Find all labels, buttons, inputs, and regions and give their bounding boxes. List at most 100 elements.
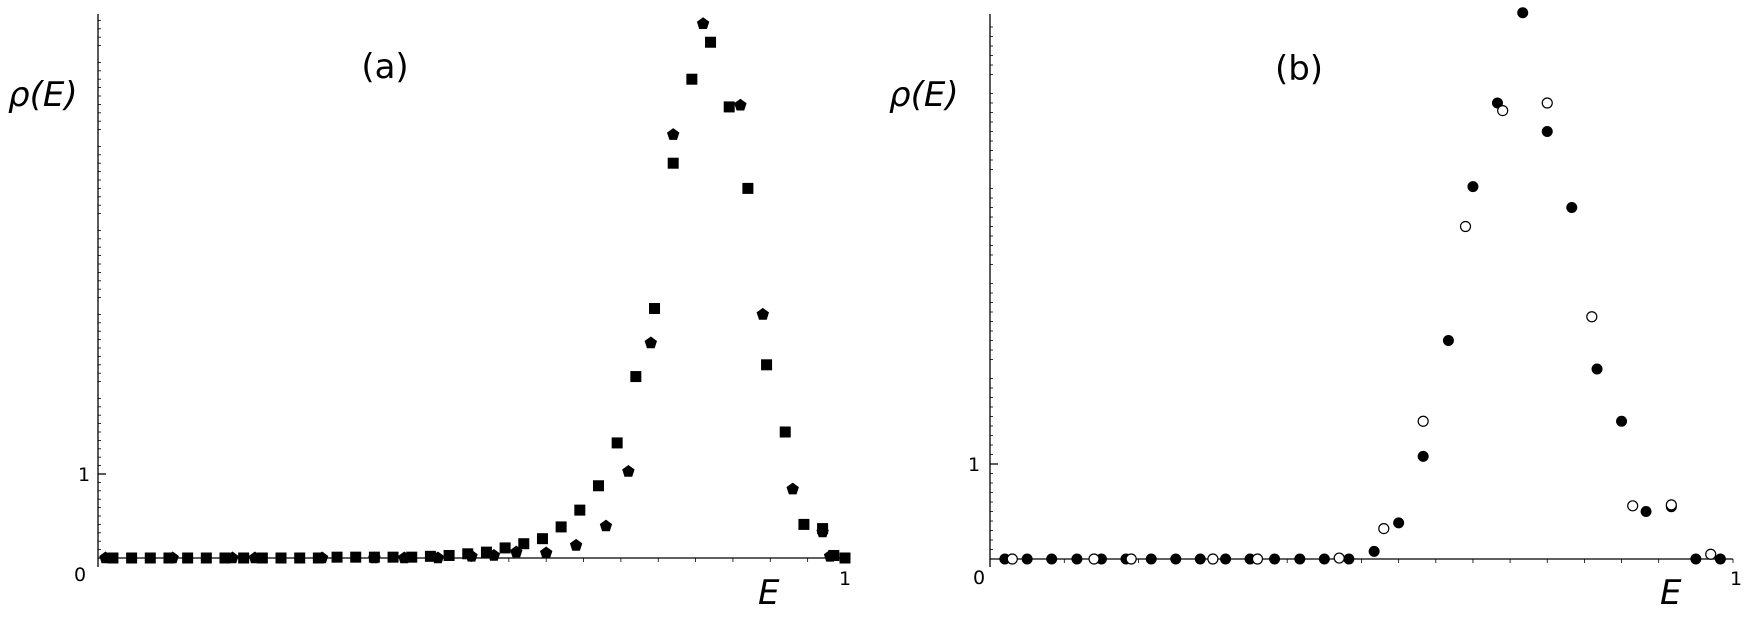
data-point-a-s2-2 <box>166 551 179 564</box>
data-point-b-s1-26 <box>1616 415 1628 427</box>
data-point-a-s1-9 <box>256 552 268 564</box>
data-point-a-s2-4 <box>248 551 262 564</box>
data-points-a <box>99 17 851 564</box>
data-point-a-s2-5 <box>315 551 329 564</box>
data-point-a-s1-41 <box>839 552 851 564</box>
data-point-a-s1-36 <box>761 359 773 371</box>
data-point-b-s2-15 <box>1705 548 1717 560</box>
x-tick-label-1-b: 1 <box>1730 568 1742 590</box>
data-point-a-s1-6 <box>200 552 212 564</box>
data-point-a-s2-23 <box>823 549 837 562</box>
data-point-a-s1-5 <box>182 552 194 564</box>
data-point-b-s2-5 <box>1251 553 1264 565</box>
data-point-a-s1-18 <box>424 550 436 562</box>
data-point-a-s1-35 <box>742 182 754 194</box>
data-point-b-s1-30 <box>1714 553 1726 565</box>
data-point-a-s1-19 <box>443 549 455 561</box>
data-point-a-s1-16 <box>387 551 399 563</box>
data-point-a-s1-30 <box>649 303 661 315</box>
data-point-a-s1-3 <box>144 552 156 564</box>
data-point-a-s1-1 <box>107 552 119 564</box>
data-points-b <box>999 7 1726 565</box>
data-point-b-s1-13 <box>1294 553 1306 565</box>
data-point-a-s1-11 <box>294 552 306 564</box>
data-point-a-s2-22 <box>816 525 829 538</box>
data-point-a-s1-7 <box>219 552 231 564</box>
data-point-b-s1-12 <box>1269 553 1281 565</box>
data-point-b-s1-17 <box>1393 517 1405 529</box>
data-point-a-s2-9 <box>465 549 478 562</box>
y-minor-ticks-b <box>990 26 993 550</box>
data-point-a-s1-31 <box>667 157 679 169</box>
data-point-b-s1-18 <box>1417 450 1429 462</box>
data-point-a-s2-14 <box>599 519 613 532</box>
data-point-b-s1-14 <box>1318 553 1330 565</box>
data-point-a-s1-21 <box>480 546 492 558</box>
data-point-b-s2-7 <box>1378 522 1390 535</box>
x-axis-label-a: E <box>758 573 780 613</box>
data-point-a-s1-37 <box>779 426 791 438</box>
data-point-a-s1-25 <box>555 521 567 533</box>
data-point-a-s2-19 <box>734 98 747 111</box>
data-point-a-s1-2 <box>126 552 138 564</box>
data-point-b-s1-22 <box>1517 7 1529 19</box>
data-point-b-s1-16 <box>1368 545 1380 557</box>
data-point-b-s1-23 <box>1541 126 1553 137</box>
data-point-a-s1-34 <box>723 101 735 113</box>
x-tick-label-0-a: 0 <box>74 564 86 586</box>
data-point-b-s1-15 <box>1343 553 1355 565</box>
data-point-b-s2-13 <box>1627 500 1639 512</box>
panel-a: (a) ρ(E) E 0 1 1 <box>8 14 851 613</box>
data-point-a-s1-32 <box>686 73 698 85</box>
data-point-b-s1-20 <box>1467 181 1479 193</box>
data-point-b-s1-29 <box>1690 553 1702 565</box>
data-point-a-s2-21 <box>786 482 799 495</box>
data-point-b-s2-6 <box>1333 552 1345 564</box>
y-axis-label-a: ρ(E) <box>8 75 78 115</box>
data-point-a-s1-27 <box>592 480 604 492</box>
data-point-a-s2-16 <box>644 336 657 349</box>
data-point-a-s1-23 <box>518 538 530 550</box>
x-tick-label-0-b: 0 <box>973 567 985 589</box>
data-point-a-s2-17 <box>667 128 680 140</box>
data-point-b-s1-8 <box>1170 553 1182 565</box>
data-point-a-s2-3 <box>226 551 239 564</box>
x-axis-label-b: E <box>1660 573 1682 613</box>
data-point-a-s2-12 <box>540 546 553 559</box>
x-tick-label-1-a: 1 <box>839 568 851 590</box>
data-point-b-s2-9 <box>1459 220 1472 233</box>
data-point-b-s2-2 <box>1088 553 1100 565</box>
data-point-a-s1-38 <box>798 518 810 530</box>
data-point-b-s1-7 <box>1145 553 1157 565</box>
data-point-b-s2-8 <box>1417 415 1429 427</box>
data-point-b-s2-14 <box>1665 499 1677 511</box>
panel-b: (b) ρ(E) E 0 1 1 <box>889 7 1742 613</box>
y-minor-ticks-a <box>98 19 101 550</box>
data-point-a-s1-28 <box>611 437 623 449</box>
y-tick-label-1-a: 1 <box>78 464 90 486</box>
data-point-a-s2-20 <box>756 307 769 320</box>
y-tick-label-1-b: 1 <box>968 454 980 476</box>
data-point-a-s2-11 <box>510 545 523 558</box>
data-point-a-s2-15 <box>622 465 635 477</box>
data-point-a-s1-26 <box>574 504 586 516</box>
data-point-b-s2-3 <box>1125 553 1137 565</box>
data-point-b-s1-25 <box>1591 363 1603 375</box>
data-point-a-s1-13 <box>331 551 343 563</box>
data-point-b-s2-11 <box>1541 97 1553 109</box>
data-point-b-s1-3 <box>1046 553 1058 565</box>
data-point-a-s1-10 <box>275 552 287 564</box>
data-point-a-s2-10 <box>487 549 501 561</box>
data-point-a-s2-8 <box>431 551 445 564</box>
data-point-a-s2-1 <box>99 551 112 564</box>
data-point-b-s1-27 <box>1640 506 1652 517</box>
data-point-b-s2-10 <box>1497 104 1509 117</box>
data-point-b-s1-19 <box>1442 335 1454 346</box>
y-axis-label-b: ρ(E) <box>889 75 959 115</box>
data-point-a-s2-6 <box>368 551 381 564</box>
data-point-a-s1-17 <box>406 551 418 563</box>
data-point-b-s2-1 <box>1006 553 1018 565</box>
panel-label-b: (b) <box>1275 49 1323 89</box>
data-point-b-s1-10 <box>1220 553 1232 565</box>
